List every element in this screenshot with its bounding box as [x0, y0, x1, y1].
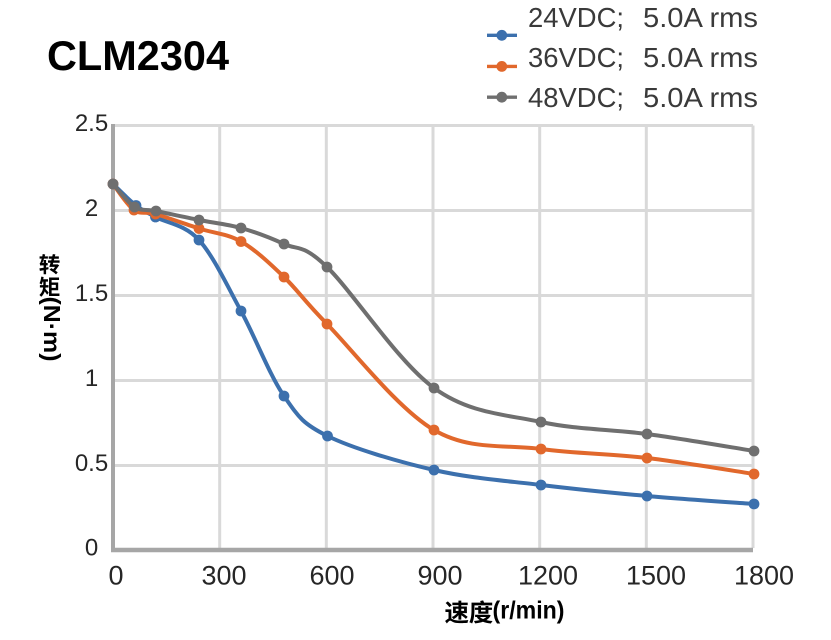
svg-text:0.5: 0.5: [75, 450, 108, 477]
svg-text:36VDC;: 36VDC;: [528, 42, 624, 73]
svg-text:0: 0: [108, 561, 123, 591]
svg-text:1800: 1800: [734, 561, 794, 591]
svg-text:0: 0: [85, 535, 98, 562]
svg-text:24VDC;: 24VDC;: [528, 2, 624, 33]
svg-text:2: 2: [85, 195, 98, 222]
svg-text:(N·m): (N·m): [39, 297, 65, 362]
svg-text:900: 900: [417, 561, 462, 591]
svg-text:(r/min): (r/min): [493, 597, 565, 625]
svg-text:1: 1: [85, 365, 98, 392]
svg-text:5.0A rms: 5.0A rms: [643, 2, 758, 33]
svg-text:5.0A rms: 5.0A rms: [643, 42, 758, 73]
svg-text:1.5: 1.5: [75, 280, 108, 307]
svg-text:48VDC;: 48VDC;: [528, 82, 624, 113]
svg-text:600: 600: [309, 561, 354, 591]
svg-text:300: 300: [201, 561, 246, 591]
svg-text:5.0A rms: 5.0A rms: [643, 82, 758, 113]
svg-text:CLM2304: CLM2304: [47, 32, 230, 79]
svg-text:1200: 1200: [518, 561, 578, 591]
svg-text:2.5: 2.5: [75, 110, 108, 137]
svg-text:1500: 1500: [626, 561, 686, 591]
